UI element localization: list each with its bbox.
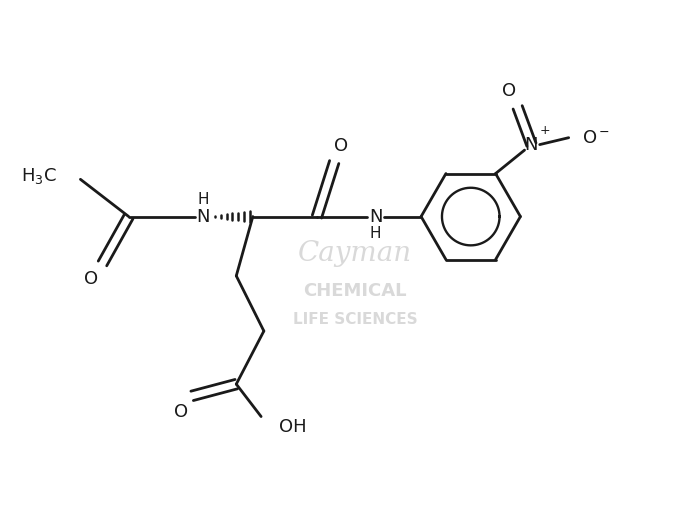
Text: H: H xyxy=(198,192,209,207)
Text: O$^-$: O$^-$ xyxy=(583,128,610,147)
Text: O: O xyxy=(84,269,99,288)
Text: +: + xyxy=(540,124,551,137)
Text: N: N xyxy=(196,207,210,226)
Text: OH: OH xyxy=(279,418,307,436)
Text: O: O xyxy=(502,83,516,100)
Text: N: N xyxy=(525,136,538,153)
Text: O: O xyxy=(174,402,188,421)
Text: O: O xyxy=(334,137,348,155)
Text: H$_3$C: H$_3$C xyxy=(21,166,57,186)
Text: H: H xyxy=(370,226,381,241)
Text: N: N xyxy=(369,207,382,226)
Text: LIFE SCIENCES: LIFE SCIENCES xyxy=(292,313,417,328)
Text: CHEMICAL: CHEMICAL xyxy=(303,282,406,300)
Text: Cayman: Cayman xyxy=(298,240,412,267)
